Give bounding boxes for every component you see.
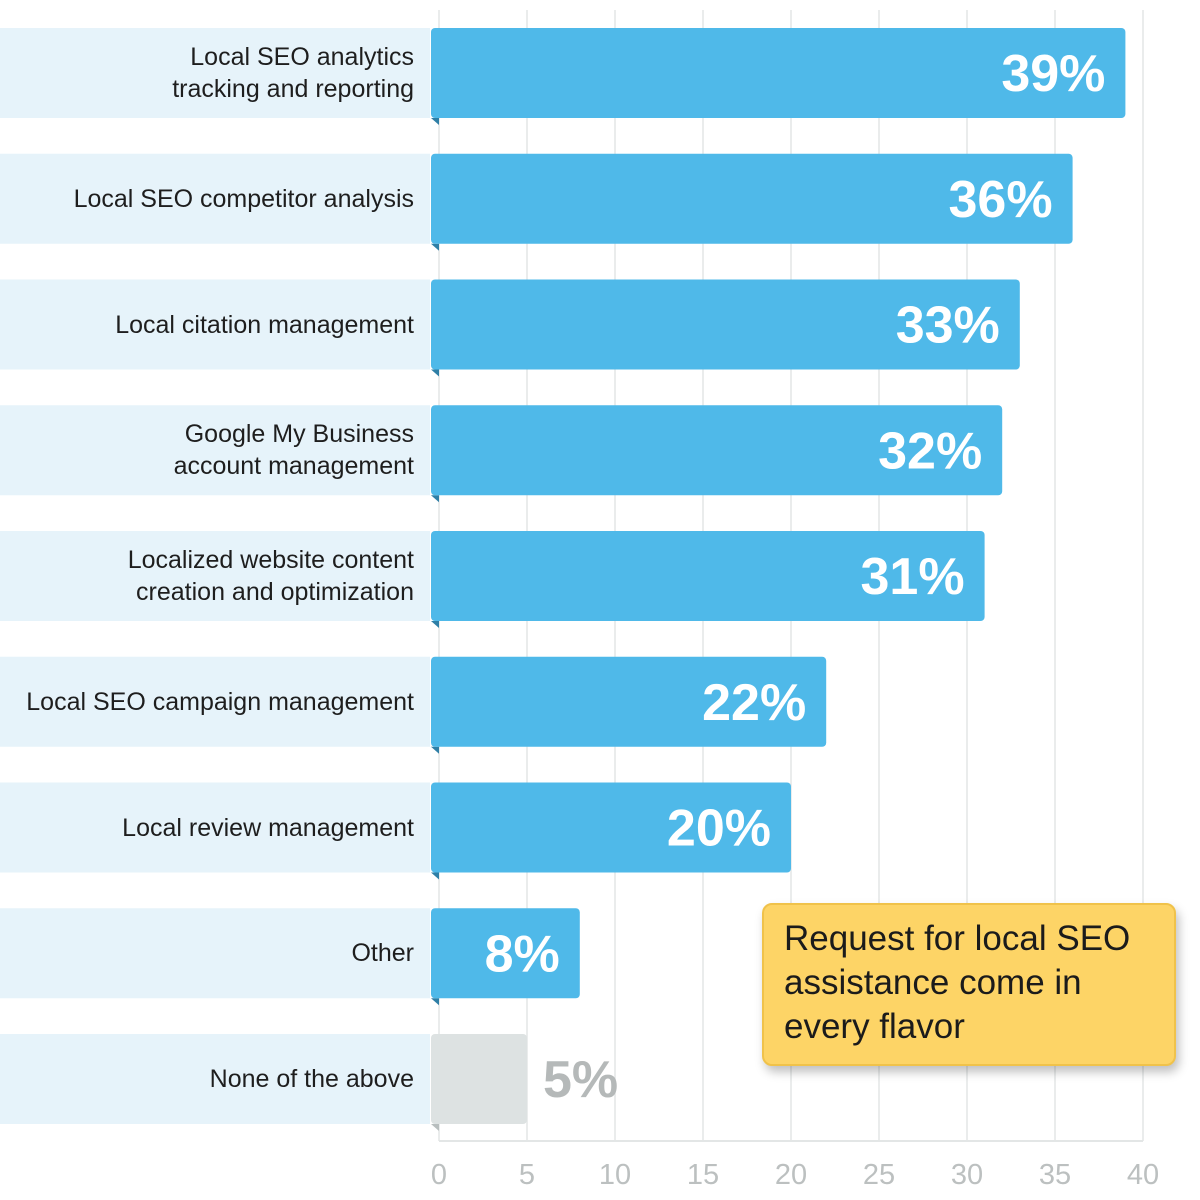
bar-fold <box>431 872 439 880</box>
x-tick-label: 25 <box>863 1159 895 1191</box>
bar-fold <box>431 621 439 628</box>
category-label: None of the above <box>209 1065 414 1093</box>
label-band <box>0 405 430 496</box>
x-tick-label: 35 <box>1039 1159 1071 1191</box>
category-label: Other <box>351 939 414 968</box>
bar-fold <box>431 118 439 125</box>
x-tick-label: 10 <box>599 1159 631 1191</box>
label-band <box>0 153 430 244</box>
value-label: 22% <box>702 674 806 732</box>
x-tick-label: 40 <box>1127 1159 1159 1191</box>
value-label: 5% <box>543 1051 618 1109</box>
value-label: 20% <box>667 800 771 858</box>
bar <box>431 405 1003 496</box>
bar <box>431 656 827 747</box>
bar-fold <box>431 1124 439 1131</box>
value-label: 32% <box>878 422 982 480</box>
category-label: Localized website content creation and o… <box>127 546 414 606</box>
x-tick-label: 30 <box>951 1159 983 1191</box>
value-label: 39% <box>1001 45 1105 103</box>
category-label: Local citation management <box>115 310 414 339</box>
x-tick-label: 15 <box>687 1159 719 1191</box>
bar <box>431 782 791 873</box>
category-label: Local SEO analytics tracking and reporti… <box>172 43 414 103</box>
bar <box>431 153 1073 244</box>
x-tick-label: 20 <box>775 1159 807 1191</box>
bar-fold <box>431 746 439 754</box>
category-label: Local review management <box>122 813 414 842</box>
bar <box>431 908 580 999</box>
annotation: Request for local SEO assistance come in… <box>762 903 1176 1066</box>
label-band <box>0 782 430 873</box>
label-band <box>0 279 430 370</box>
label-band <box>0 531 430 621</box>
x-tick-label: 0 <box>431 1159 447 1191</box>
bar <box>431 28 1126 118</box>
value-label: 36% <box>949 171 1053 229</box>
value-label: 33% <box>896 297 1000 355</box>
category-label: Google My Business account management <box>173 420 414 481</box>
category-label: Local SEO competitor analysis <box>73 184 414 213</box>
label-band <box>0 28 430 118</box>
x-tick-label: 5 <box>519 1159 535 1191</box>
label-band <box>0 656 430 747</box>
bar <box>431 1034 527 1124</box>
value-label: 31% <box>861 548 965 606</box>
bar-fold <box>431 495 439 503</box>
bar-fold <box>431 369 439 377</box>
bar <box>431 531 985 621</box>
bar-fold <box>431 998 439 1006</box>
label-band <box>0 908 430 999</box>
label-band <box>0 1034 430 1124</box>
bar-fold <box>431 243 439 251</box>
bar <box>431 279 1020 370</box>
value-label: 8% <box>485 925 560 983</box>
category-label: Local SEO campaign management <box>26 687 414 716</box>
